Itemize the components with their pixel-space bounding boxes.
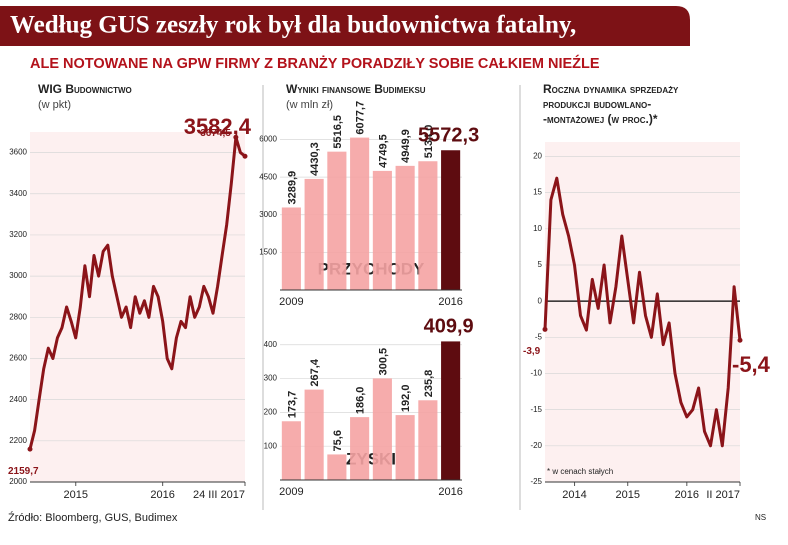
x-tick-label: 2015 (615, 489, 639, 501)
y-tick-label: 3000 (259, 210, 277, 219)
y-tick-label: -25 (530, 477, 542, 486)
bar (304, 178, 324, 290)
value-label: 6077,7 (355, 101, 367, 135)
value-label: 192,0 (400, 385, 412, 413)
title: Według GUS zeszły rok był dla budownictw… (10, 12, 576, 39)
y-tick-label: 3200 (9, 230, 27, 239)
bar (304, 389, 324, 480)
y-tick-label: 300 (264, 374, 278, 383)
x-tick-label: 2016 (438, 486, 462, 498)
bar (350, 417, 370, 480)
value-label: 409,9 (424, 316, 474, 338)
y-tick-label: 2000 (9, 477, 27, 486)
y-tick-label: 3400 (9, 189, 27, 198)
bar (372, 170, 392, 290)
x-tick-label: 2014 (562, 489, 586, 501)
value-label: 5516,5 (332, 115, 344, 149)
chart-title: produkcji budowlano- (543, 97, 651, 111)
subtitle: ALE NOTOWANE NA GPW FIRMY Z BRANŻY PORAD… (30, 55, 600, 72)
value-label: 4749,5 (377, 134, 389, 168)
value-label: 5572,3 (418, 125, 479, 147)
y-tick-label: -20 (530, 441, 542, 450)
value-label: 3674,5 (200, 128, 231, 139)
chart-title: -montażowej (w proc.)* (543, 112, 658, 126)
y-tick-label: 2800 (9, 312, 27, 321)
signature: NS (755, 513, 766, 522)
value-label: -5,4 (732, 352, 771, 377)
y-tick-label: 5 (538, 260, 543, 269)
x-tick-label: 2016 (438, 296, 462, 308)
value-label: 173,7 (286, 391, 298, 419)
x-tick-label: 2016 (675, 489, 699, 501)
value-label: 235,8 (423, 370, 435, 398)
bar (327, 151, 347, 290)
bar (281, 421, 301, 480)
y-tick-label: -10 (530, 369, 542, 378)
bar (281, 207, 301, 290)
y-tick-label: 100 (264, 441, 278, 450)
source: Źródło: Bloomberg, GUS, Budimex (8, 511, 178, 524)
y-tick-label: 1500 (259, 247, 277, 256)
y-tick-label: 3600 (9, 148, 27, 157)
value-label: 2159,7 (8, 466, 39, 477)
value-label: 186,0 (355, 387, 367, 415)
bar (372, 378, 392, 480)
point (737, 337, 743, 343)
point (27, 446, 33, 452)
y-tick-label: 2200 (9, 436, 27, 445)
chart-subtitle: (w pkt) (38, 99, 71, 111)
value-label: 4430,3 (309, 142, 321, 176)
y-tick-label: 3000 (9, 271, 27, 280)
chart-title: WIG Budownictwo (38, 82, 132, 96)
bar (418, 400, 438, 480)
y-tick-label: 6000 (259, 135, 277, 144)
point (242, 153, 248, 159)
value-label: 75,6 (332, 430, 344, 451)
value-label: 267,4 (309, 358, 321, 386)
point (233, 134, 239, 140)
chart-subtitle: (w mln zł) (286, 99, 333, 111)
y-tick-label: 4500 (259, 172, 277, 181)
chart-title: Roczna dynamika sprzedaży (543, 82, 679, 96)
y-tick-label: -15 (530, 405, 542, 414)
x-tick-label: 2016 (150, 489, 174, 501)
x-tick-label: 2009 (279, 296, 303, 308)
y-tick-label: 20 (533, 152, 542, 161)
point (542, 326, 548, 332)
bar (441, 341, 461, 480)
y-tick-label: -5 (535, 332, 543, 341)
bar (327, 454, 347, 480)
line (543, 176, 742, 448)
line (28, 135, 246, 450)
value-label: 4949,9 (400, 129, 412, 163)
value-label: 3582,4 (184, 114, 252, 139)
x-tick-label: 2009 (279, 486, 303, 498)
value-label: -3,9 (523, 346, 541, 357)
plot-background (545, 142, 740, 482)
x-tick-label: 2015 (64, 489, 88, 501)
y-tick-label: 15 (533, 188, 542, 197)
footnote: * w cenach stałych (547, 467, 613, 476)
value-label: 5134,0 (423, 125, 435, 159)
y-tick-label: 2400 (9, 395, 27, 404)
x-tick-label: II 2017 (706, 489, 740, 501)
bar (418, 161, 438, 290)
y-tick-label: 200 (264, 407, 278, 416)
value-label: 300,5 (377, 348, 389, 376)
y-tick-label: 0 (538, 296, 543, 305)
bar (350, 137, 370, 290)
y-tick-label: 2600 (9, 354, 27, 363)
bar (441, 150, 461, 290)
bar (395, 415, 415, 480)
value-label: 3289,9 (286, 171, 298, 205)
title-banner (0, 6, 690, 46)
bar (395, 165, 415, 290)
x-tick-label: 24 III 2017 (193, 489, 245, 501)
chart-title: Wyniki finansowe Budimeksu (286, 82, 426, 96)
y-tick-label: 10 (533, 224, 542, 233)
y-tick-label: 400 (264, 340, 278, 349)
